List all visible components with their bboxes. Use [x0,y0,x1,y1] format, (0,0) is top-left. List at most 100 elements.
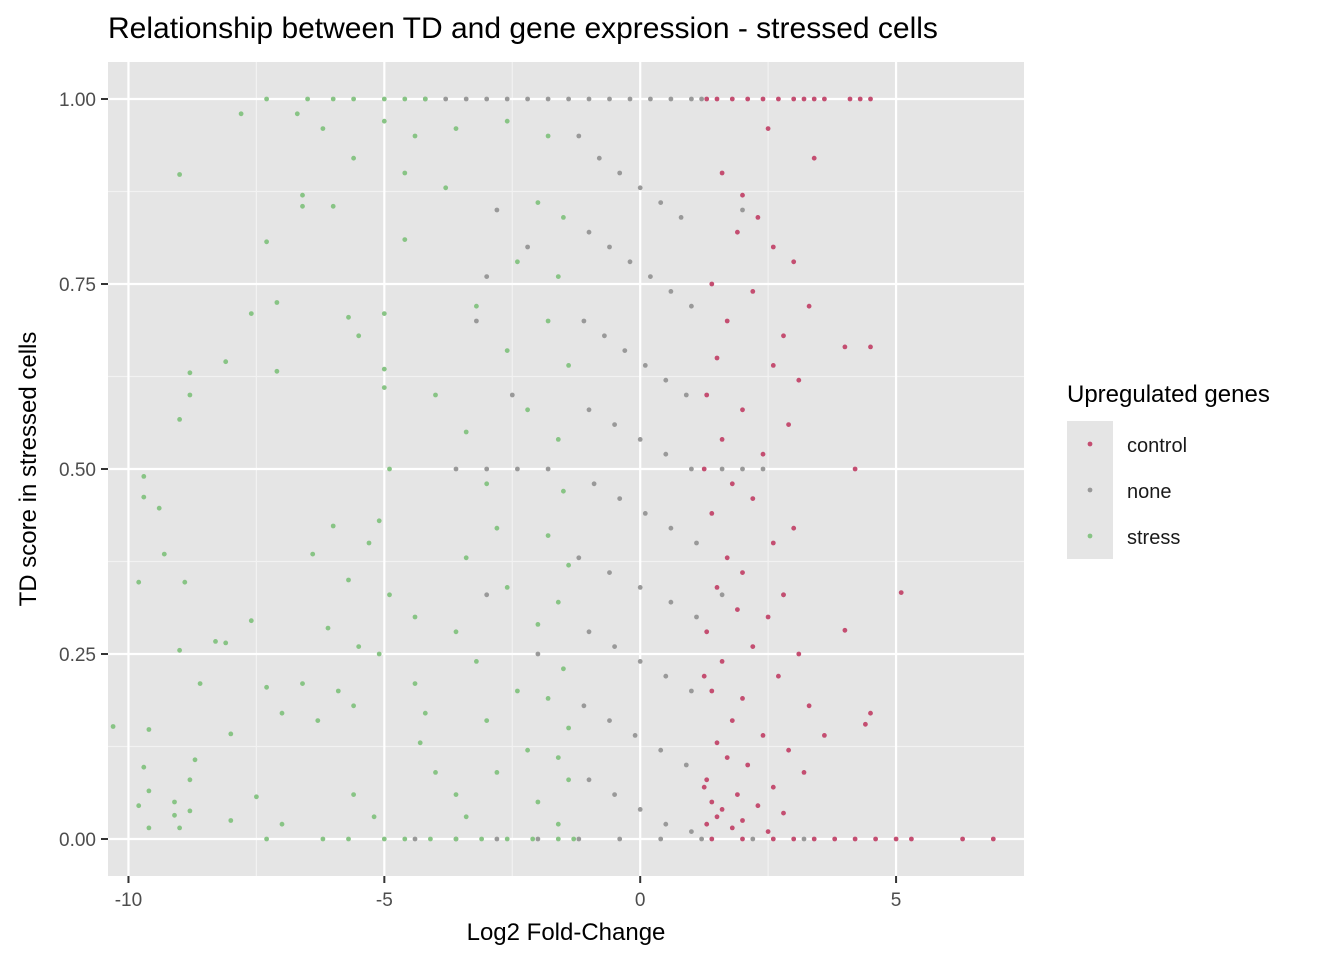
data-point-none [694,614,699,620]
data-point-control [719,807,725,812]
data-point-control [740,818,745,823]
data-point-stress [146,727,152,732]
data-point-control [714,355,720,361]
data-point-control [770,363,776,368]
data-point-stress [387,466,392,472]
data-point-none [699,836,704,842]
data-point-stress [136,579,142,585]
data-point-none [642,511,648,516]
data-point-control [709,836,715,842]
data-point-control [852,836,858,842]
data-point-stress [484,718,490,723]
data-point-control [735,607,740,612]
data-point-control [729,825,735,831]
data-point-stress [264,836,269,842]
data-point-stress [366,540,372,546]
data-point-stress [494,770,500,775]
data-point-none [689,303,694,309]
data-point-control [811,836,817,842]
legend-label-control: control [1127,435,1187,457]
data-point-control [776,673,781,679]
data-point-stress [228,731,234,737]
data-point-control [776,96,781,102]
data-point-control [811,155,817,161]
data-point-control [714,96,720,102]
x-tick-label: -5 [376,890,393,911]
data-point-control [786,747,791,753]
data-point-none [453,466,459,472]
data-point-control [898,590,904,595]
data-point-none [612,792,617,797]
data-point-stress [463,814,469,820]
data-point-stress [300,681,305,686]
data-point-control [704,821,710,827]
data-point-none [627,96,633,102]
data-point-none [663,377,669,383]
data-point-stress [172,799,177,805]
data-point-none [525,96,530,102]
data-point-stress [443,185,449,191]
data-point-stress [351,96,356,102]
data-point-stress [110,724,116,729]
data-point-none [617,836,623,842]
data-point-stress [387,592,392,598]
data-point-none [484,274,490,279]
data-point-control [709,511,715,516]
data-point-control [868,710,873,716]
data-point-control [740,836,745,842]
data-point-stress [187,392,193,398]
data-point-stress [566,562,571,568]
data-point-stress [238,111,244,117]
data-point-stress [274,368,280,374]
data-point-none [637,807,643,812]
data-point-stress [356,333,362,339]
data-point-none [622,348,628,353]
data-point-stress [402,836,408,842]
data-point-control [760,451,766,457]
data-point-stress [371,814,377,820]
data-point-stress [177,825,183,831]
data-point-stress [136,803,142,809]
data-point-none [740,207,745,213]
data-point-none [607,96,612,102]
data-point-stress [453,836,459,842]
data-point-stress [453,126,459,131]
data-point-stress [555,821,561,827]
data-point-stress [381,118,387,124]
data-point-control [719,659,725,664]
data-point-stress [381,96,387,102]
data-point-control [796,651,802,657]
data-point-none [607,570,612,575]
data-point-none [678,215,684,220]
data-point-none [689,829,694,834]
data-point-control [868,96,873,102]
data-point-none [535,651,541,657]
data-point-stress [525,747,530,753]
data-point-control [811,96,817,102]
data-point-stress [187,808,193,814]
y-tick-label: 0.75 [59,275,96,296]
legend-key-stress [1087,533,1093,539]
y-tick-label: 0.25 [59,645,96,666]
data-points [110,96,996,842]
data-point-none [576,133,582,139]
data-point-stress [484,481,490,487]
data-point-control [735,229,740,235]
data-point-none [586,229,592,235]
data-point-none [637,585,643,590]
data-point-control [765,829,771,834]
data-point-stress [428,836,433,842]
data-point-stress [422,710,428,716]
data-point-control [842,344,848,350]
data-point-stress [561,666,566,672]
data-point-none [463,96,469,102]
data-point-control [770,836,776,842]
data-point-control [704,777,710,783]
data-point-none [484,592,490,598]
data-point-none [581,703,587,709]
data-point-none [494,207,500,213]
data-point-none [658,836,664,842]
data-point-control [852,466,858,472]
data-point-stress [315,718,321,723]
